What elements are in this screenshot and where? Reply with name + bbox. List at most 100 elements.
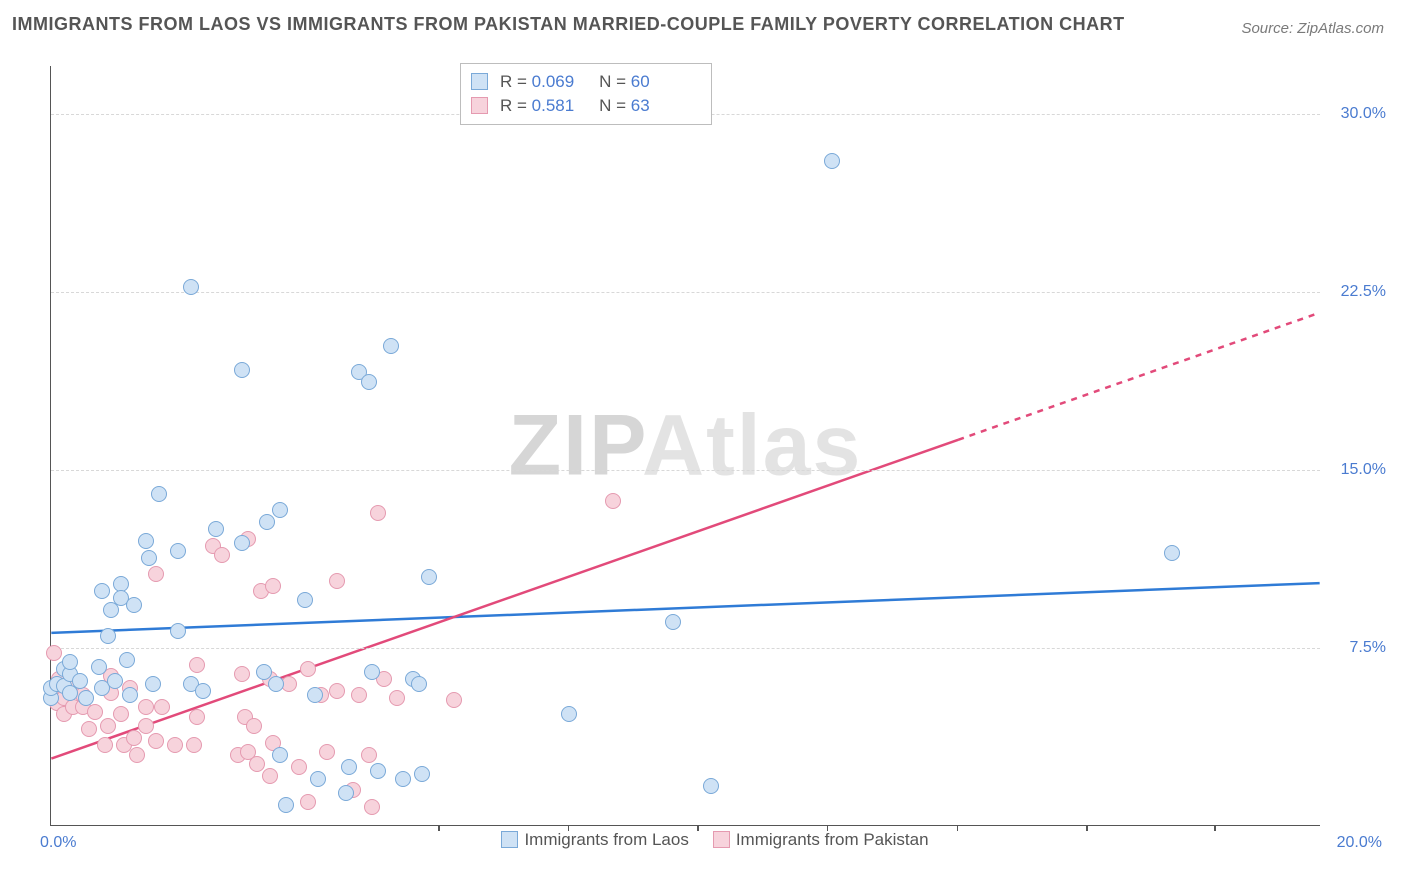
data-point-laos	[183, 279, 199, 295]
n-label: N =	[599, 96, 626, 115]
data-point-pakistan	[262, 768, 278, 784]
data-point-laos	[208, 521, 224, 537]
gridline	[51, 470, 1320, 471]
watermark: ZIPAtlas	[509, 396, 863, 495]
data-point-pakistan	[148, 733, 164, 749]
data-point-laos	[78, 690, 94, 706]
stats-row-laos: R = 0.069 N = 60	[471, 70, 689, 94]
gridline	[51, 648, 1320, 649]
data-point-laos	[126, 597, 142, 613]
data-point-pakistan	[300, 794, 316, 810]
regression-line-pakistan	[51, 440, 958, 759]
data-point-pakistan	[364, 799, 380, 815]
data-point-laos	[151, 486, 167, 502]
gridline	[51, 292, 1320, 293]
data-point-laos	[107, 673, 123, 689]
r-label: R =	[500, 72, 527, 91]
data-point-laos	[370, 763, 386, 779]
data-point-laos	[703, 778, 719, 794]
data-point-pakistan	[129, 747, 145, 763]
data-point-laos	[62, 654, 78, 670]
data-point-laos	[91, 659, 107, 675]
data-point-pakistan	[446, 692, 462, 708]
data-point-laos	[100, 628, 116, 644]
data-point-pakistan	[246, 718, 262, 734]
legend-swatch-laos-icon	[501, 831, 518, 848]
data-point-laos	[341, 759, 357, 775]
data-point-laos	[72, 673, 88, 689]
data-point-pakistan	[249, 756, 265, 772]
regression-line-laos	[51, 583, 1319, 633]
data-point-laos	[195, 683, 211, 699]
data-point-laos	[170, 543, 186, 559]
data-point-pakistan	[126, 730, 142, 746]
swatch-pakistan-icon	[471, 97, 488, 114]
data-point-laos	[561, 706, 577, 722]
data-point-laos	[421, 569, 437, 585]
data-point-pakistan	[167, 737, 183, 753]
data-point-pakistan	[46, 645, 62, 661]
data-point-pakistan	[319, 744, 335, 760]
n-value: 63	[631, 94, 689, 118]
chart-title: IMMIGRANTS FROM LAOS VS IMMIGRANTS FROM …	[12, 14, 1125, 35]
data-point-laos	[256, 664, 272, 680]
data-point-laos	[824, 153, 840, 169]
watermark-atlas: Atlas	[642, 397, 862, 493]
n-label: N =	[599, 72, 626, 91]
y-tick-label: 15.0%	[1326, 461, 1386, 479]
data-point-laos	[307, 687, 323, 703]
data-point-pakistan	[234, 666, 250, 682]
data-point-laos	[665, 614, 681, 630]
stats-row-pakistan: R = 0.581 N = 63	[471, 94, 689, 118]
y-tick-label: 30.0%	[1326, 105, 1386, 123]
data-point-pakistan	[113, 706, 129, 722]
stats-legend: R = 0.069 N = 60R = 0.581 N = 63	[460, 63, 712, 125]
data-point-laos	[414, 766, 430, 782]
data-point-laos	[338, 785, 354, 801]
y-tick-label: 7.5%	[1326, 639, 1386, 657]
legend-label-laos: Immigrants from Laos	[524, 830, 688, 849]
data-point-laos	[145, 676, 161, 692]
source-label: Source: ZipAtlas.com	[1241, 20, 1384, 37]
data-point-pakistan	[97, 737, 113, 753]
data-point-pakistan	[370, 505, 386, 521]
data-point-laos	[297, 592, 313, 608]
data-point-pakistan	[605, 493, 621, 509]
data-point-laos	[310, 771, 326, 787]
data-point-pakistan	[189, 709, 205, 725]
data-point-pakistan	[189, 657, 205, 673]
data-point-laos	[361, 374, 377, 390]
data-point-pakistan	[81, 721, 97, 737]
data-point-pakistan	[389, 690, 405, 706]
data-point-pakistan	[154, 699, 170, 715]
legend-swatch-pakistan-icon	[713, 831, 730, 848]
data-point-pakistan	[329, 683, 345, 699]
data-point-laos	[411, 676, 427, 692]
data-point-laos	[268, 676, 284, 692]
plot-area: ZIPAtlas 7.5%15.0%22.5%30.0%	[50, 66, 1320, 826]
data-point-pakistan	[148, 566, 164, 582]
swatch-laos-icon	[471, 73, 488, 90]
data-point-pakistan	[87, 704, 103, 720]
data-point-pakistan	[300, 661, 316, 677]
data-point-laos	[259, 514, 275, 530]
regression-line-pakistan-dashed	[958, 313, 1319, 440]
data-point-pakistan	[186, 737, 202, 753]
data-point-laos	[272, 502, 288, 518]
watermark-zip: ZIP	[509, 397, 642, 493]
data-point-laos	[141, 550, 157, 566]
data-point-pakistan	[361, 747, 377, 763]
legend-label-pakistan: Immigrants from Pakistan	[736, 830, 929, 849]
data-point-laos	[272, 747, 288, 763]
series-legend: Immigrants from Laos Immigrants from Paki…	[0, 830, 1406, 850]
data-point-laos	[122, 687, 138, 703]
n-value: 60	[631, 70, 689, 94]
r-value: 0.581	[532, 94, 590, 118]
data-point-laos	[278, 797, 294, 813]
data-point-pakistan	[138, 699, 154, 715]
data-point-laos	[170, 623, 186, 639]
data-point-laos	[234, 362, 250, 378]
data-point-laos	[364, 664, 380, 680]
data-point-laos	[119, 652, 135, 668]
data-point-laos	[1164, 545, 1180, 561]
